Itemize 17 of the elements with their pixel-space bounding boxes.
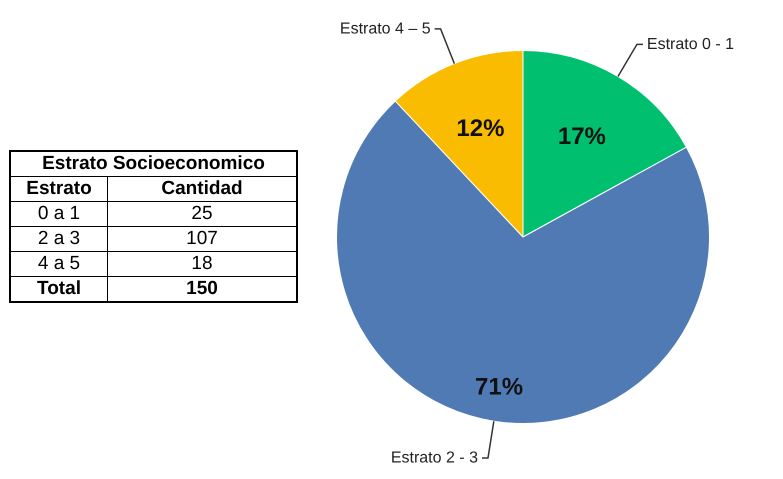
data-label: 18 — [108, 252, 297, 276]
category-label: 2 a 3 — [10, 226, 108, 252]
text: Cantidad — [108, 176, 297, 202]
text: Estrato — [10, 176, 108, 202]
data-label: 25 — [108, 202, 297, 226]
data-label: 12% — [456, 115, 504, 142]
data-label: 17% — [558, 123, 606, 150]
slice-label: Estrato 2 - 3 — [390, 449, 478, 466]
category-label: 4 a 5 — [10, 252, 108, 276]
data-label: 71% — [475, 374, 524, 401]
text: Estrato Socioeconomico — [10, 151, 297, 176]
slice-label: Estrato 0 - 1 — [646, 36, 734, 53]
data-label: 107 — [108, 226, 297, 252]
slice-label: Estrato 4 – 5 — [340, 20, 431, 38]
category-label: Total — [10, 276, 108, 302]
data-label: 150 — [108, 276, 297, 302]
category-label: 0 a 1 — [10, 202, 108, 226]
